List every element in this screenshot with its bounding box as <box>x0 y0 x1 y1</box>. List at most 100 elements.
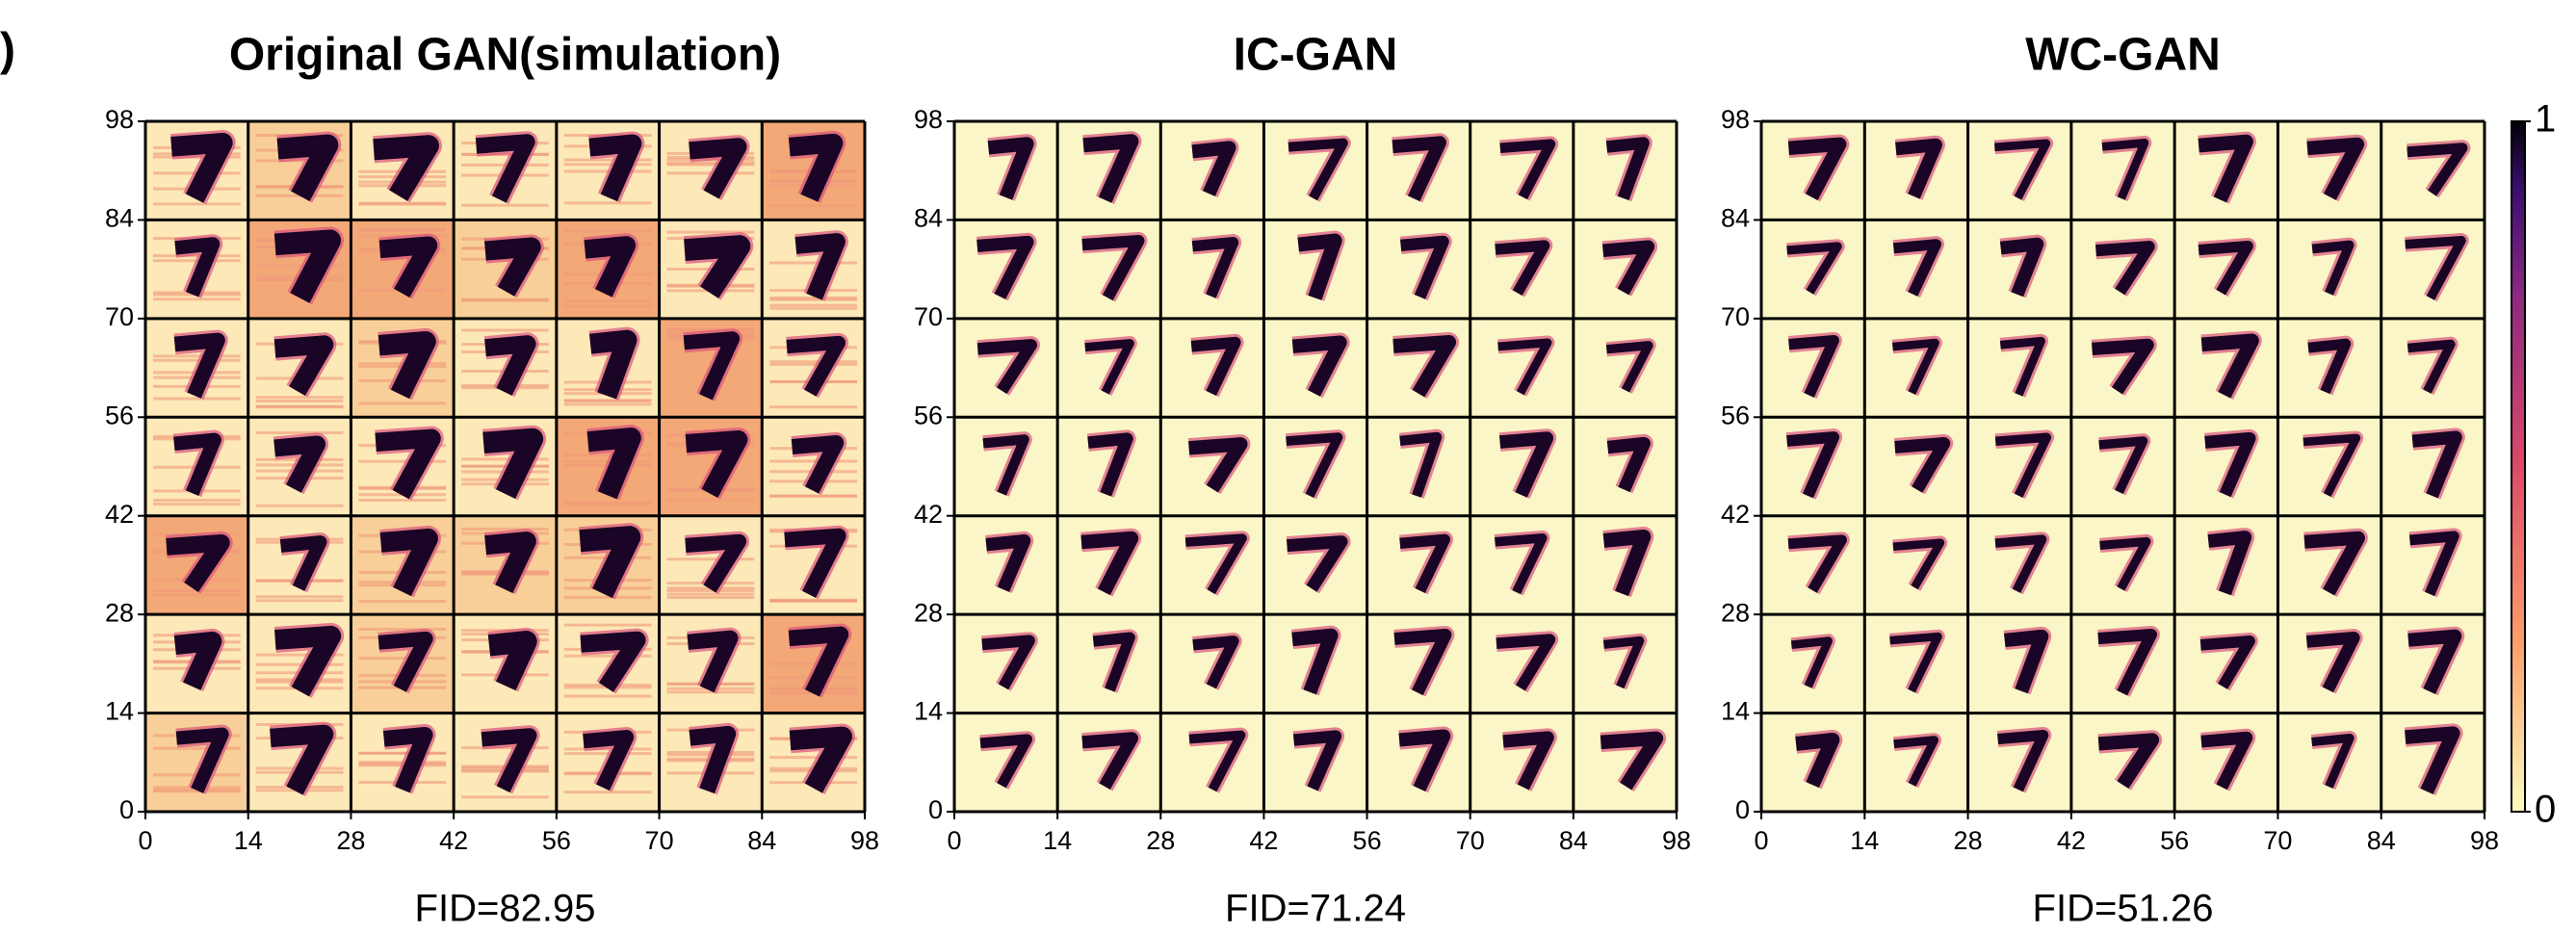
sample-background <box>1470 614 1574 713</box>
sample-image <box>1160 417 1263 515</box>
sample-image <box>145 319 248 417</box>
sample-image <box>2174 516 2277 614</box>
y-tick-label: 0 <box>1735 795 1750 824</box>
y-tick-label: 70 <box>105 302 134 331</box>
sample-image <box>954 417 1057 515</box>
sample-background <box>2381 220 2485 318</box>
sample-background <box>1263 319 1366 417</box>
sample-image <box>248 417 351 515</box>
sample-image <box>1574 516 1677 614</box>
sample-background <box>1761 121 1864 220</box>
sample-image <box>1160 516 1263 614</box>
sample-background <box>2071 516 2174 614</box>
sample-image <box>2381 713 2485 812</box>
x-tick-label: 70 <box>1456 826 1485 855</box>
sample-image <box>1057 516 1160 614</box>
sample-image <box>954 220 1057 318</box>
sample-image <box>1263 220 1366 318</box>
y-tick-label: 28 <box>105 598 134 627</box>
sample-image <box>1968 516 2071 614</box>
sample-image <box>1761 713 1864 812</box>
y-tick-label: 42 <box>105 500 134 529</box>
sample-image <box>1057 417 1160 515</box>
sample-image <box>1367 121 1470 220</box>
x-tick-label: 98 <box>2470 826 2499 855</box>
sample-image <box>1470 516 1574 614</box>
y-tick-label: 98 <box>914 105 943 134</box>
sample-image <box>351 713 454 812</box>
sample-image <box>2277 516 2381 614</box>
sample-background <box>1160 417 1263 515</box>
sample-image <box>1263 713 1366 812</box>
sample-image <box>660 614 763 713</box>
y-tick-label: 0 <box>119 795 134 824</box>
sample-image <box>2174 319 2277 417</box>
sample-image <box>660 121 763 220</box>
sample-image <box>954 713 1057 812</box>
colorbar <box>2511 121 2525 812</box>
sample-image <box>1367 614 1470 713</box>
x-tick-label: 84 <box>747 826 776 855</box>
y-tick-label: 56 <box>105 401 134 429</box>
y-tick-label: 42 <box>1721 500 1750 529</box>
sample-background <box>1761 220 1864 318</box>
sample-image <box>557 713 660 812</box>
sample-image <box>1761 516 1864 614</box>
x-tick-label: 0 <box>138 826 152 855</box>
sample-image <box>2277 417 2381 515</box>
sample-image <box>1574 220 1677 318</box>
x-tick-label: 14 <box>234 826 263 855</box>
sample-image <box>454 516 557 614</box>
sample-image <box>454 417 557 515</box>
sample-image <box>2174 121 2277 220</box>
sample-image <box>557 614 660 713</box>
sample-image <box>1160 713 1263 812</box>
x-tick-label: 14 <box>1850 826 1879 855</box>
sample-image <box>1864 121 1967 220</box>
figure: )Original GAN(simulation)FID=82.95014284… <box>0 0 2576 933</box>
sample-image <box>660 516 763 614</box>
sample-image <box>2174 713 2277 812</box>
sample-image <box>351 614 454 713</box>
x-tick-label: 42 <box>2057 826 2086 855</box>
sample-image <box>1864 220 1967 318</box>
x-tick-label: 98 <box>850 826 879 855</box>
sample-image <box>248 319 351 417</box>
sample-background <box>1864 516 1967 614</box>
panel-title: IC-GAN <box>1234 30 1398 81</box>
sample-image <box>762 220 865 318</box>
y-tick-label: 56 <box>1721 401 1750 429</box>
sample-image <box>2071 614 2174 713</box>
sample-image <box>2174 614 2277 713</box>
sample-background <box>1574 319 1677 417</box>
y-tick-label: 70 <box>1721 302 1750 331</box>
sample-image <box>1761 614 1864 713</box>
sample-image <box>1367 417 1470 515</box>
sample-image <box>351 220 454 318</box>
sample-image <box>2277 121 2381 220</box>
sample-image <box>557 516 660 614</box>
sample-image <box>351 417 454 515</box>
sample-image <box>1864 319 1967 417</box>
x-tick-label: 56 <box>2160 826 2189 855</box>
sample-background <box>660 121 763 220</box>
sample-image <box>660 220 763 318</box>
y-tick-label: 14 <box>1721 697 1750 726</box>
sample-image <box>1968 713 2071 812</box>
y-tick-label: 84 <box>105 204 134 233</box>
sample-image <box>1367 319 1470 417</box>
sample-image <box>762 516 865 614</box>
fid-caption: FID=82.95 <box>415 888 596 930</box>
sample-image <box>1968 319 2071 417</box>
panel-label: ) <box>0 25 15 76</box>
x-tick-label: 0 <box>947 826 961 855</box>
sample-image <box>2277 220 2381 318</box>
y-tick-label: 84 <box>914 204 943 233</box>
sample-image <box>248 121 351 220</box>
panel-title: WC-GAN <box>2025 30 2221 81</box>
colorbar-tick-label: 1 <box>2535 98 2556 141</box>
sample-background <box>1160 220 1263 318</box>
x-tick-label: 56 <box>1353 826 1382 855</box>
sample-background <box>2277 713 2381 812</box>
sample-image <box>762 121 865 220</box>
